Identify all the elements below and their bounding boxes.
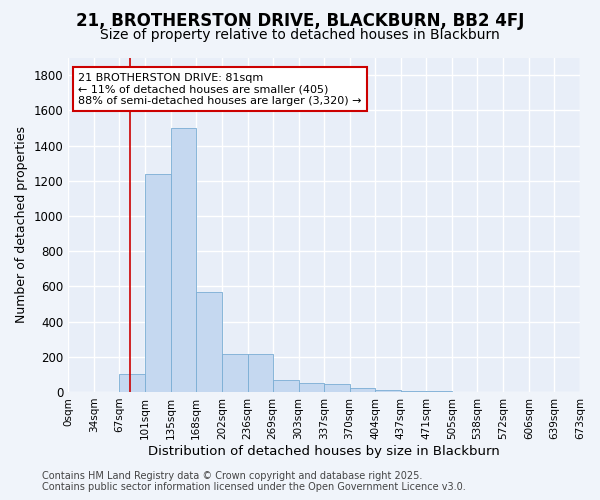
Bar xyxy=(299,383,325,392)
Text: 21 BROTHERSTON DRIVE: 81sqm
← 11% of detached houses are smaller (405)
88% of se: 21 BROTHERSTON DRIVE: 81sqm ← 11% of det… xyxy=(79,72,362,106)
Bar xyxy=(325,384,350,392)
Bar xyxy=(119,374,145,392)
Bar xyxy=(145,174,171,392)
Text: Size of property relative to detached houses in Blackburn: Size of property relative to detached ho… xyxy=(100,28,500,42)
Bar xyxy=(273,380,299,392)
Bar xyxy=(248,354,273,392)
Bar xyxy=(350,388,376,392)
Text: 21, BROTHERSTON DRIVE, BLACKBURN, BB2 4FJ: 21, BROTHERSTON DRIVE, BLACKBURN, BB2 4F… xyxy=(76,12,524,30)
Bar xyxy=(401,391,427,392)
Text: Contains HM Land Registry data © Crown copyright and database right 2025.
Contai: Contains HM Land Registry data © Crown c… xyxy=(42,471,466,492)
Y-axis label: Number of detached properties: Number of detached properties xyxy=(15,126,28,323)
Bar xyxy=(196,292,222,392)
Bar xyxy=(222,354,248,392)
X-axis label: Distribution of detached houses by size in Blackburn: Distribution of detached houses by size … xyxy=(148,444,500,458)
Bar xyxy=(376,390,401,392)
Bar xyxy=(171,128,196,392)
